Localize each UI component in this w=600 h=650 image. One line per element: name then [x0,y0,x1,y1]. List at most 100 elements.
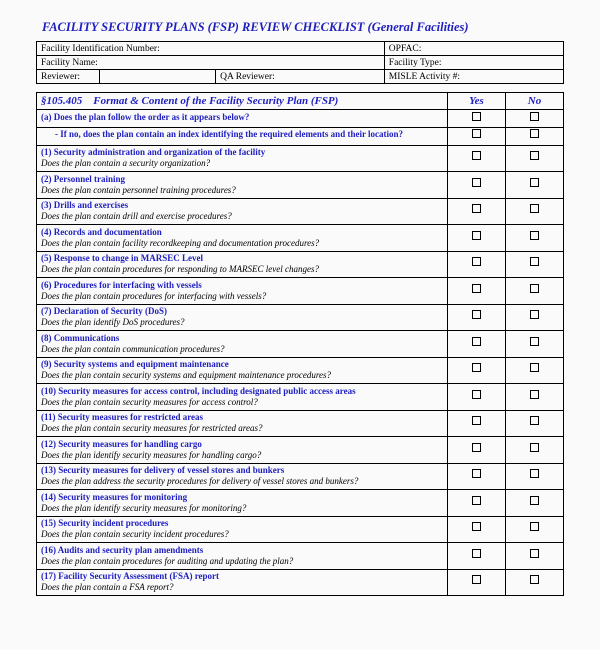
no-checkbox[interactable] [506,463,564,490]
yes-checkbox[interactable] [448,172,506,199]
item-heading: (2) Personnel training [41,174,443,185]
item-heading: (1) Security administration and organiza… [41,147,443,158]
no-checkbox[interactable] [506,331,564,358]
no-checkbox[interactable] [506,304,564,331]
no-checkbox[interactable] [506,410,564,437]
checklist-item: (10) Security measures for access contro… [37,384,448,411]
checklist-item: (13) Security measures for delivery of v… [37,463,448,490]
item-heading: (13) Security measures for delivery of v… [41,465,443,476]
item-heading: (14) Security measures for monitoring [41,492,443,503]
yes-checkbox[interactable] [448,569,506,596]
checklist-item: (6) Procedures for interfacing with vess… [37,278,448,305]
yes-checkbox[interactable] [448,490,506,517]
item-question: Does the plan contain security systems a… [41,370,443,381]
checklist-item: (9) Security systems and equipment maint… [37,357,448,384]
yes-checkbox[interactable] [448,110,506,128]
checklist-item: (12) Security measures for handling carg… [37,437,448,464]
yes-checkbox[interactable] [448,278,506,305]
page-title: FACILITY SECURITY PLANS (FSP) REVIEW CHE… [36,20,564,35]
item-heading: (15) Security incident procedures [41,518,443,529]
item-question: Does the plan address the security proce… [41,476,443,487]
no-checkbox[interactable] [506,110,564,128]
checklist-item: (5) Response to change in MARSEC LevelDo… [37,251,448,278]
yes-checkbox[interactable] [448,410,506,437]
item-question: Does the plan contain procedures for int… [41,291,443,302]
item-heading: (a) Does the plan follow the order as it… [41,112,443,123]
misle-label: MISLE Activity #: [389,72,460,82]
item-question: Does the plan contain a security organiz… [41,158,443,169]
yes-checkbox[interactable] [448,145,506,172]
checklist-item: (8) CommunicationsDoes the plan contain … [37,331,448,358]
no-checkbox[interactable] [506,145,564,172]
yes-checkbox[interactable] [448,304,506,331]
checklist-item: (1) Security administration and organiza… [37,145,448,172]
item-heading: (11) Security measures for restricted ar… [41,412,443,423]
item-question: Does the plan contain procedures for aud… [41,556,443,567]
no-checkbox[interactable] [506,357,564,384]
yes-checkbox[interactable] [448,463,506,490]
fin-label: Facility Identification Number: [37,42,385,56]
checklist-item: (4) Records and documentationDoes the pl… [37,225,448,252]
item-heading: (9) Security systems and equipment maint… [41,359,443,370]
item-question: Does the plan identify security measures… [41,450,443,461]
checklist-item: (3) Drills and exercisesDoes the plan co… [37,198,448,225]
item-question: Does the plan contain security incident … [41,529,443,540]
checklist-item: (a) Does the plan follow the order as it… [37,110,448,128]
item-heading: (3) Drills and exercises [41,200,443,211]
checklist-item: - If no, does the plan contain an index … [37,127,448,145]
yes-checkbox[interactable] [448,384,506,411]
yes-checkbox[interactable] [448,516,506,543]
yes-checkbox[interactable] [448,225,506,252]
item-question: Does the plan contain security measures … [41,423,443,434]
no-checkbox[interactable] [506,127,564,145]
yes-checkbox[interactable] [448,198,506,225]
item-question: Does the plan contain procedures for res… [41,264,443,275]
yes-checkbox[interactable] [448,357,506,384]
qa-label: QA Reviewer: [220,72,275,82]
no-checkbox[interactable] [506,384,564,411]
no-checkbox[interactable] [506,225,564,252]
fname-label: Facility Name: [37,56,385,70]
reviewer-label: Reviewer: [37,70,100,84]
no-header: No [506,93,564,110]
checklist-item: (2) Personnel trainingDoes the plan cont… [37,172,448,199]
no-checkbox[interactable] [506,569,564,596]
item-heading: (7) Declaration of Security (DoS) [41,306,443,317]
item-heading: (4) Records and documentation [41,227,443,238]
item-heading: (8) Communications [41,333,443,344]
checklist-item: (14) Security measures for monitoringDoe… [37,490,448,517]
opfac-label: OPFAC: [389,44,422,54]
checklist-item: (15) Security incident proceduresDoes th… [37,516,448,543]
no-checkbox[interactable] [506,437,564,464]
yes-checkbox[interactable] [448,127,506,145]
checklist-item: (17) Facility Security Assessment (FSA) … [37,569,448,596]
item-heading: (10) Security measures for access contro… [41,386,443,397]
item-question: Does the plan contain a FSA report? [41,582,443,593]
no-checkbox[interactable] [506,490,564,517]
yes-checkbox[interactable] [448,437,506,464]
no-checkbox[interactable] [506,278,564,305]
no-checkbox[interactable] [506,172,564,199]
reviewer-value[interactable] [100,70,216,84]
no-checkbox[interactable] [506,516,564,543]
yes-header: Yes [448,93,506,110]
yes-checkbox[interactable] [448,251,506,278]
yes-checkbox[interactable] [448,543,506,570]
item-heading: (17) Facility Security Assessment (FSA) … [41,571,443,582]
ftype-label: Facility Type: [389,58,442,68]
yes-checkbox[interactable] [448,331,506,358]
item-question: Does the plan contain security measures … [41,397,443,408]
checklist-item: (11) Security measures for restricted ar… [37,410,448,437]
header-table: Facility Identification Number: OPFAC: F… [36,41,564,84]
no-checkbox[interactable] [506,251,564,278]
item-question: Does the plan contain personnel training… [41,185,443,196]
item-question: Does the plan contain communication proc… [41,344,443,355]
no-checkbox[interactable] [506,198,564,225]
item-heading: (16) Audits and security plan amendments [41,545,443,556]
item-question: Does the plan contain drill and exercise… [41,211,443,222]
checklist-table: §105.405 Format & Content of the Facilit… [36,92,564,596]
section-header: §105.405 Format & Content of the Facilit… [37,93,448,110]
item-heading: - If no, does the plan contain an index … [41,129,443,140]
no-checkbox[interactable] [506,543,564,570]
item-heading: (12) Security measures for handling carg… [41,439,443,450]
